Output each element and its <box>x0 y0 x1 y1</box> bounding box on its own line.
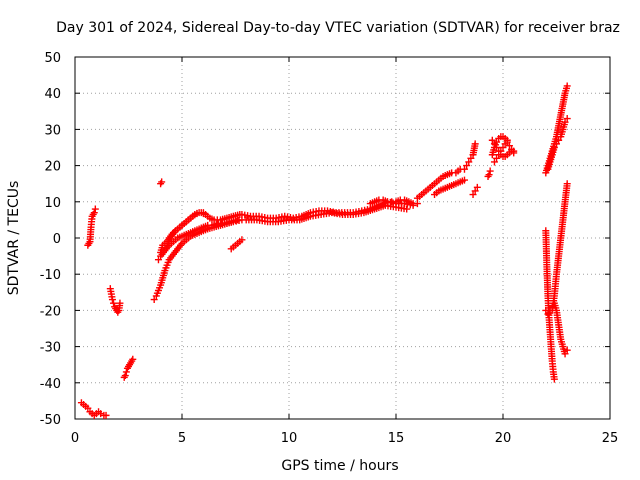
grid-lines <box>75 57 610 419</box>
series-seg-early-c <box>106 285 124 316</box>
data-point <box>122 368 130 376</box>
y-tick-label: 50 <box>44 51 61 66</box>
x-axis-label: GPS time / hours <box>281 458 398 474</box>
data-point <box>121 372 129 380</box>
data-point <box>555 136 563 144</box>
series-seg-early-a <box>77 399 110 419</box>
series-seg-outlier <box>157 178 166 188</box>
data-point <box>463 162 471 170</box>
data-point <box>150 296 158 304</box>
data-point <box>493 144 501 151</box>
x-tick-label: 15 <box>388 431 405 446</box>
chart-title: Day 301 of 2024, Sidereal Day-to-day VTE… <box>56 20 620 36</box>
series-seg-end-cross <box>548 180 571 314</box>
data-point <box>116 299 124 307</box>
data-point <box>490 140 498 148</box>
x-tick-label: 0 <box>71 431 79 446</box>
series-seg-late-e <box>484 167 494 180</box>
data-point <box>563 346 571 354</box>
data-point <box>473 183 481 191</box>
data-point <box>110 299 118 307</box>
y-tick-label: 40 <box>44 87 61 102</box>
data-point <box>84 404 92 412</box>
series-seg-arc-cross-b <box>488 136 518 161</box>
data-point <box>544 310 552 318</box>
series-seg-early-b <box>84 205 99 249</box>
data-point <box>563 115 571 123</box>
y-tick-label: 30 <box>44 123 61 138</box>
x-tick-label: 25 <box>602 431 619 446</box>
data-point <box>129 355 137 363</box>
data-point <box>465 158 473 166</box>
data-point <box>546 306 554 314</box>
y-tick-label: -40 <box>40 377 61 392</box>
data-point <box>467 154 475 162</box>
data-point <box>460 176 468 184</box>
data-point <box>561 350 569 358</box>
data-point <box>471 140 479 148</box>
data-point <box>505 142 513 150</box>
data-point <box>493 154 501 162</box>
y-tick-label: -20 <box>40 304 61 319</box>
y-axis-label: SDTVAR / TECUs <box>6 181 22 296</box>
data-point <box>503 136 511 144</box>
data-point <box>510 147 518 155</box>
data-point <box>563 82 571 90</box>
data-point <box>495 147 503 155</box>
data-point <box>499 144 507 151</box>
series-seg-late-d <box>469 183 481 199</box>
series-seg-dip <box>227 236 246 253</box>
series-seg-rise-top <box>165 209 207 242</box>
x-tick-label: 20 <box>495 431 512 446</box>
data-point <box>154 256 162 264</box>
data-point <box>471 187 479 195</box>
data-points <box>77 82 571 419</box>
y-tick-label: 20 <box>44 160 61 175</box>
data-point <box>108 296 116 304</box>
data-point <box>550 144 558 151</box>
y-tick-label: -10 <box>40 268 61 283</box>
series-seg-late-c <box>460 140 479 173</box>
data-point <box>490 158 498 166</box>
data-point <box>469 191 477 199</box>
y-tick-label: 10 <box>44 196 61 211</box>
y-tick-label: 0 <box>53 232 61 247</box>
x-tick-label: 5 <box>178 431 186 446</box>
series-seg-end-low <box>542 299 571 358</box>
data-point <box>553 140 560 148</box>
data-point <box>561 118 569 126</box>
data-point <box>486 167 494 175</box>
data-point <box>91 205 99 213</box>
data-point <box>158 178 166 186</box>
data-point <box>102 411 110 419</box>
series-seg-plateau-low <box>242 201 411 226</box>
data-point <box>90 209 98 217</box>
data-point <box>403 205 411 213</box>
y-tick-label: -30 <box>40 341 61 356</box>
x-tick-label: 10 <box>281 431 298 446</box>
data-point <box>238 236 246 244</box>
series-seg-end-up-a <box>542 82 571 177</box>
data-point <box>501 140 509 148</box>
series-seg-early-d <box>120 355 137 381</box>
data-point <box>550 375 558 383</box>
data-point <box>488 136 496 144</box>
data-point <box>485 171 493 179</box>
data-point <box>460 165 468 173</box>
axis-ticks: 0 5 10 15 20 25 -50 -40 -30 -20 -10 0 10 20 30 40 50 <box>40 51 619 446</box>
series-seg-end-up-b <box>544 115 571 173</box>
series-seg-late-a <box>413 165 464 202</box>
y-tick-label: -50 <box>40 413 61 428</box>
series-seg-plateau-high <box>366 196 421 208</box>
data-point <box>199 209 207 217</box>
series-seg-late-b <box>431 176 468 199</box>
data-point <box>563 180 571 188</box>
